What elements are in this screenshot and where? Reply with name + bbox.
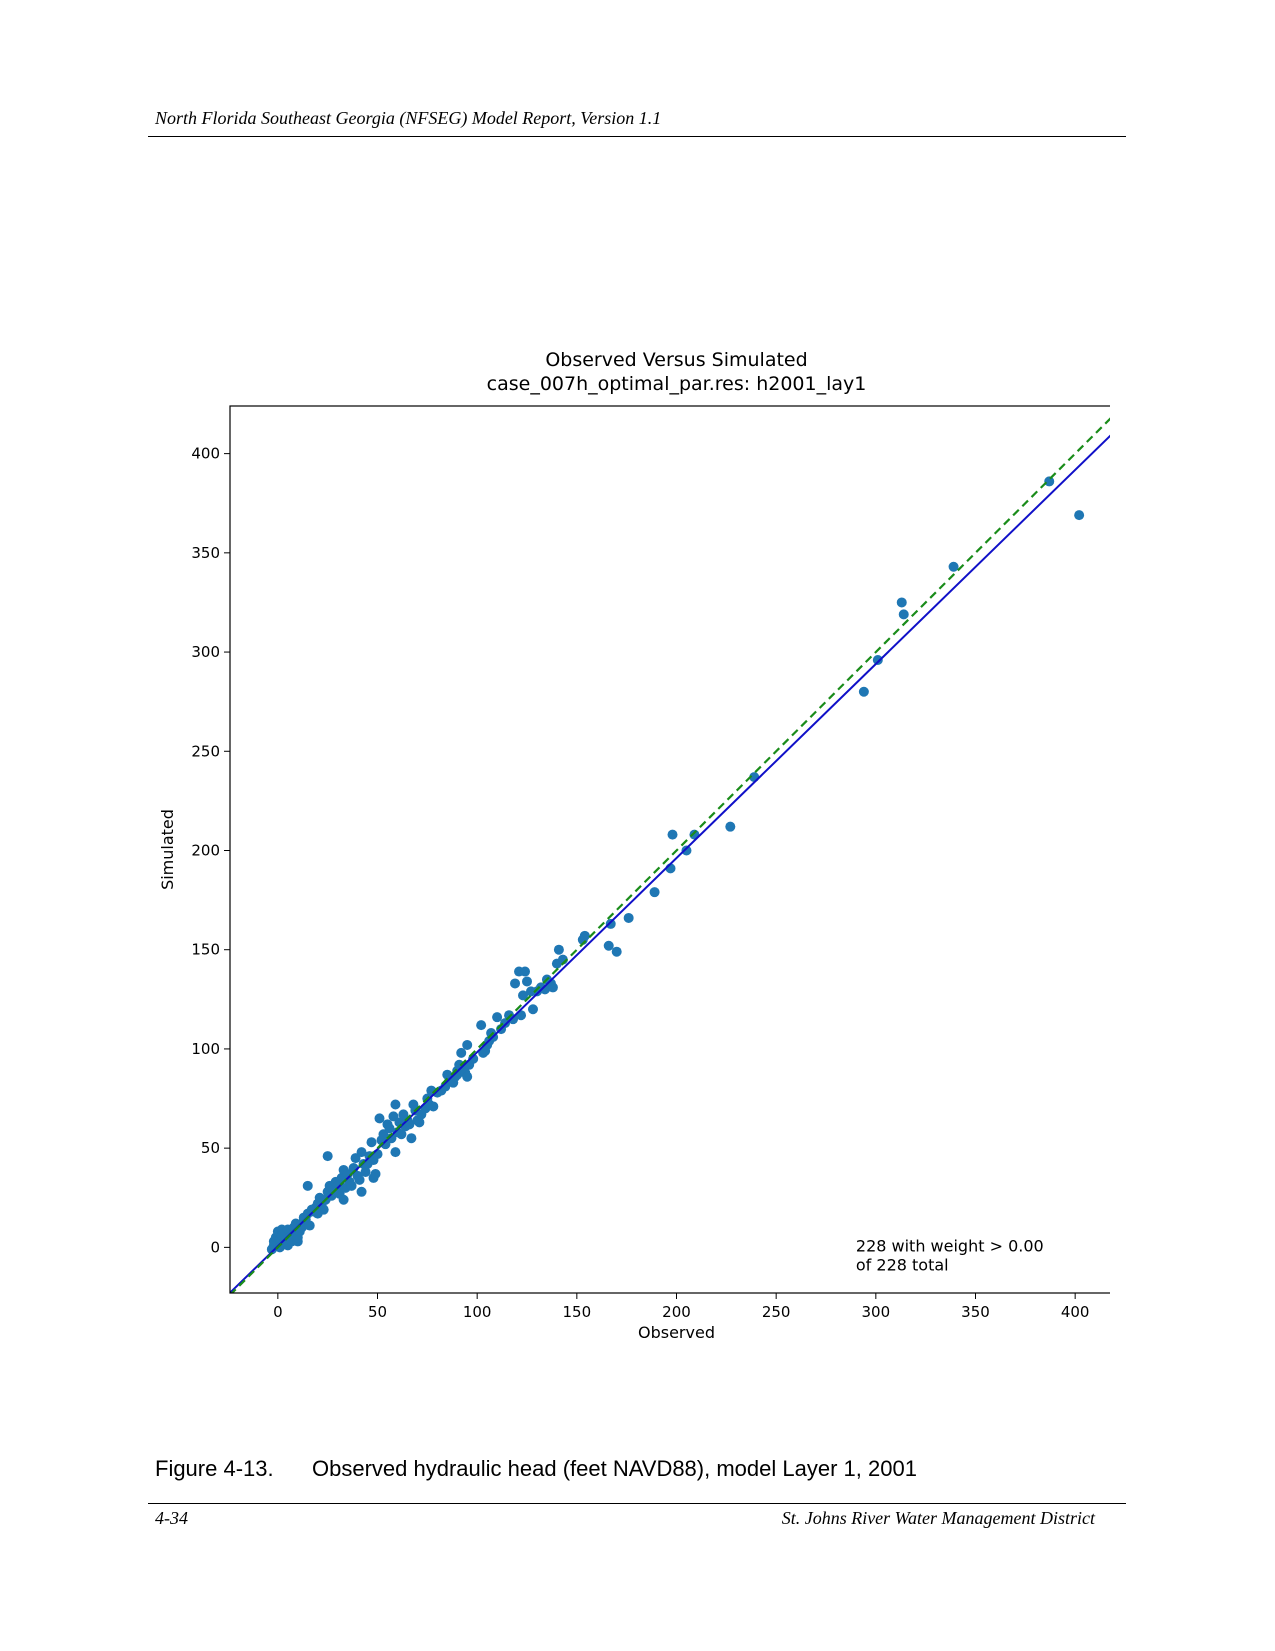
caption-number: Figure 4-13.	[155, 1456, 274, 1481]
data-point	[1044, 476, 1055, 487]
one-to-one-line	[230, 417, 1110, 1293]
data-point	[406, 1133, 417, 1144]
data-point	[667, 829, 678, 840]
data-point	[366, 1137, 377, 1148]
data-point	[456, 1047, 467, 1058]
data-point	[547, 982, 558, 993]
data-point	[725, 821, 736, 832]
page-header: North Florida Southeast Georgia (NFSEG) …	[155, 108, 662, 128]
header-rule	[148, 136, 1126, 137]
page-number: 4-34	[155, 1508, 188, 1528]
data-point	[462, 1039, 473, 1050]
data-point	[492, 1012, 503, 1023]
data-point	[384, 1123, 395, 1134]
data-point	[553, 944, 564, 955]
data-point	[527, 1004, 538, 1015]
x-tick-label: 250	[762, 1303, 791, 1321]
y-tick-label: 300	[191, 643, 220, 661]
data-point	[858, 686, 869, 697]
x-tick-label: 350	[961, 1303, 990, 1321]
data-point	[374, 1113, 385, 1124]
chart-subtitle: case_007h_optimal_par.res: h2001_lay1	[487, 373, 867, 395]
data-point	[370, 1168, 381, 1179]
data-point	[898, 609, 909, 620]
scatter-chart: Observed Versus Simulatedcase_007h_optim…	[158, 350, 1110, 1342]
data-point	[354, 1174, 365, 1185]
data-point	[360, 1166, 371, 1177]
data-point	[356, 1147, 367, 1158]
x-tick-label: 50	[368, 1303, 387, 1321]
data-point	[390, 1099, 401, 1110]
data-point	[623, 912, 634, 923]
data-point	[414, 1117, 425, 1128]
caption-text: Observed hydraulic head (feet NAVD88), m…	[312, 1456, 917, 1481]
data-point	[338, 1194, 349, 1205]
data-point	[681, 845, 692, 856]
data-point	[396, 1129, 407, 1140]
annotation-weight: 228 with weight > 0.00	[856, 1236, 1044, 1255]
data-point	[603, 940, 614, 951]
x-tick-label: 0	[273, 1303, 283, 1321]
data-point	[948, 561, 959, 572]
y-tick-label: 100	[191, 1040, 220, 1058]
data-point	[428, 1101, 439, 1112]
x-tick-label: 300	[862, 1303, 891, 1321]
y-tick-label: 250	[191, 742, 220, 760]
data-point	[522, 976, 533, 987]
data-point	[318, 1204, 329, 1215]
data-point	[649, 887, 660, 898]
data-point	[302, 1180, 313, 1191]
data-point	[304, 1220, 315, 1231]
x-tick-label: 200	[662, 1303, 691, 1321]
y-tick-label: 400	[191, 445, 220, 463]
data-point	[872, 654, 883, 665]
y-tick-label: 150	[191, 941, 220, 959]
y-tick-label: 50	[201, 1139, 220, 1157]
x-tick-label: 100	[463, 1303, 492, 1321]
footer-organization: St. Johns River Water Management Distric…	[781, 1508, 1095, 1528]
data-point	[500, 1018, 511, 1029]
x-tick-label: 150	[563, 1303, 592, 1321]
data-point	[1074, 510, 1085, 521]
figure-caption: Figure 4-13. Observed hydraulic head (fee…	[155, 1456, 917, 1482]
data-point	[346, 1180, 357, 1191]
data-point	[579, 930, 590, 941]
data-point	[518, 990, 529, 1001]
y-tick-label: 200	[191, 841, 220, 859]
plot-contents	[230, 417, 1110, 1293]
data-point	[896, 597, 907, 608]
data-point	[332, 1180, 343, 1191]
y-tick-label: 0	[210, 1238, 220, 1256]
annotation-total: of 228 total	[856, 1255, 949, 1274]
data-point	[510, 978, 521, 989]
data-point	[372, 1149, 383, 1160]
x-axis-label: Observed	[638, 1323, 715, 1342]
y-axis-label: Simulated	[158, 809, 177, 890]
data-point	[322, 1151, 333, 1162]
data-point	[390, 1147, 401, 1158]
data-point	[462, 1071, 473, 1082]
chart-title: Observed Versus Simulated	[545, 350, 807, 371]
data-point	[605, 918, 616, 929]
y-tick-label: 350	[191, 544, 220, 562]
data-point	[476, 1020, 487, 1031]
footer-rule	[148, 1503, 1126, 1504]
x-tick-label: 400	[1061, 1303, 1090, 1321]
data-point	[520, 966, 531, 977]
data-point	[356, 1186, 367, 1197]
data-point	[611, 946, 622, 957]
